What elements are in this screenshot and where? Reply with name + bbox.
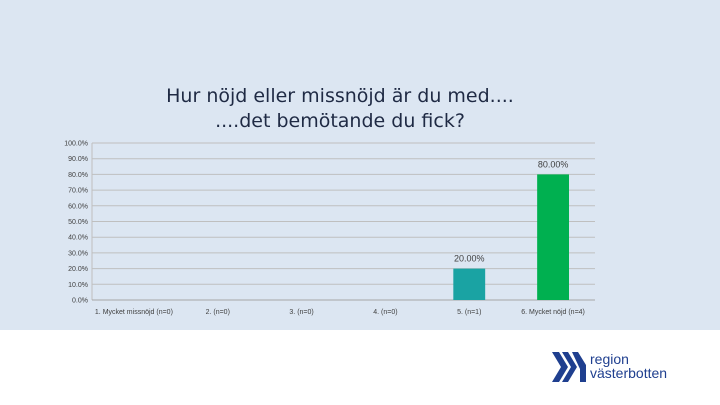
region-vasterbotten-logo: region västerbotten xyxy=(552,352,712,384)
y-tick-label: 90.0% xyxy=(68,156,88,163)
y-tick-label: 60.0% xyxy=(68,203,88,210)
y-tick-label: 20.0% xyxy=(68,266,88,273)
x-tick-label: 5. (n=1) xyxy=(457,309,481,316)
chart-title-line-1: Hur nöjd eller missnöjd är du med.... xyxy=(166,85,514,107)
data-label: 20.00% xyxy=(454,254,485,264)
x-tick-label: 1. Mycket missnöjd (n=0) xyxy=(95,309,173,316)
y-tick-label: 80.0% xyxy=(68,172,88,179)
chart-title: Hur nöjd eller missnöjd är du med.... ..… xyxy=(100,84,580,134)
y-tick-label: 50.0% xyxy=(68,219,88,226)
x-tick-label: 3. (n=0) xyxy=(289,309,313,316)
bar xyxy=(453,268,486,300)
y-tick-label: 30.0% xyxy=(68,250,88,257)
y-tick-label: 70.0% xyxy=(68,188,88,195)
bar xyxy=(537,174,570,300)
x-tick-label: 6. Mycket nöjd (n=4) xyxy=(521,309,585,316)
bar-chart: 0.0% 10.0% 20.0% 30.0% 40.0% 50.0% 60.0% 70.0% 8… xyxy=(64,141,595,316)
y-tick-label: 10.0% xyxy=(68,282,88,289)
slide-background xyxy=(0,0,720,330)
logo-text-line-1: region xyxy=(590,351,629,367)
logo-mark-icon xyxy=(552,352,586,382)
y-tick-label: 40.0% xyxy=(68,235,88,242)
y-tick-label: 0.0% xyxy=(72,298,88,305)
data-label: 80.00% xyxy=(538,159,569,169)
x-tick-label: 4. (n=0) xyxy=(373,309,397,316)
logo-text-line-2: västerbotten xyxy=(590,365,668,381)
logo-text: region västerbotten xyxy=(590,352,667,380)
x-tick-label: 2. (n=0) xyxy=(206,309,230,316)
chart-title-line-2: ....det bemötande du fick? xyxy=(215,110,465,132)
y-tick-label: 100.0% xyxy=(64,141,88,148)
